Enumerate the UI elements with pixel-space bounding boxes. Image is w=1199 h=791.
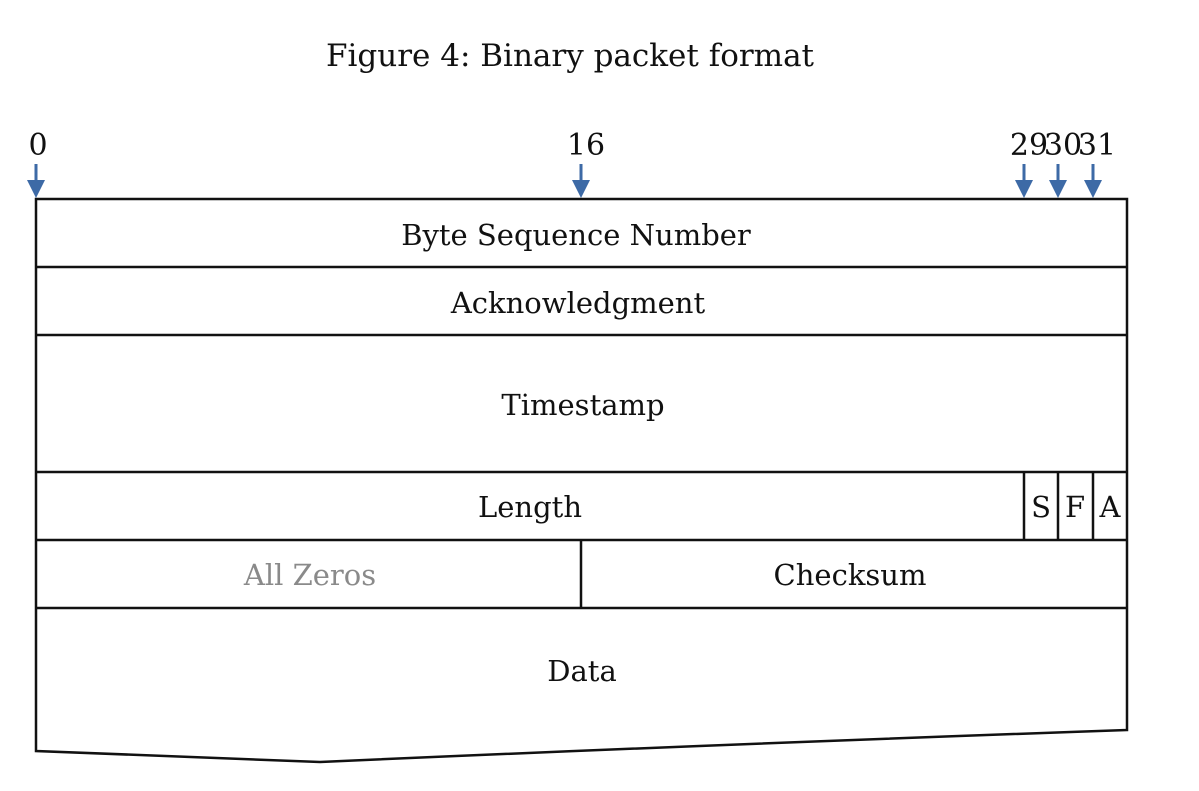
flag-a: A	[1099, 490, 1122, 524]
field-all-zeros: All Zeros	[243, 558, 376, 592]
bit-arrow-31	[1084, 164, 1102, 198]
field-checksum: Checksum	[774, 558, 927, 592]
figure-title: Figure 4: Binary packet format	[325, 38, 815, 74]
field-length: Length	[478, 490, 582, 524]
bit-label-31: 31	[1078, 128, 1116, 163]
bit-arrow-16	[572, 164, 590, 198]
bit-arrow-30	[1049, 164, 1067, 198]
bit-arrow-0	[27, 164, 45, 198]
bit-arrow-29	[1015, 164, 1033, 198]
field-data: Data	[547, 654, 616, 688]
flag-s: S	[1031, 490, 1051, 524]
packet-outline	[34, 197, 1129, 764]
flag-f: F	[1065, 490, 1085, 524]
field-byte-sequence-number: Byte Sequence Number	[401, 218, 751, 252]
field-acknowledgment: Acknowledgment	[450, 286, 706, 320]
bit-label-16: 16	[567, 128, 605, 163]
bit-label-0: 0	[28, 128, 47, 163]
field-timestamp: Timestamp	[501, 388, 664, 422]
bit-label-29: 29	[1010, 128, 1048, 163]
row-dividers	[36, 265, 1127, 610]
bit-label-30: 30	[1044, 128, 1082, 163]
